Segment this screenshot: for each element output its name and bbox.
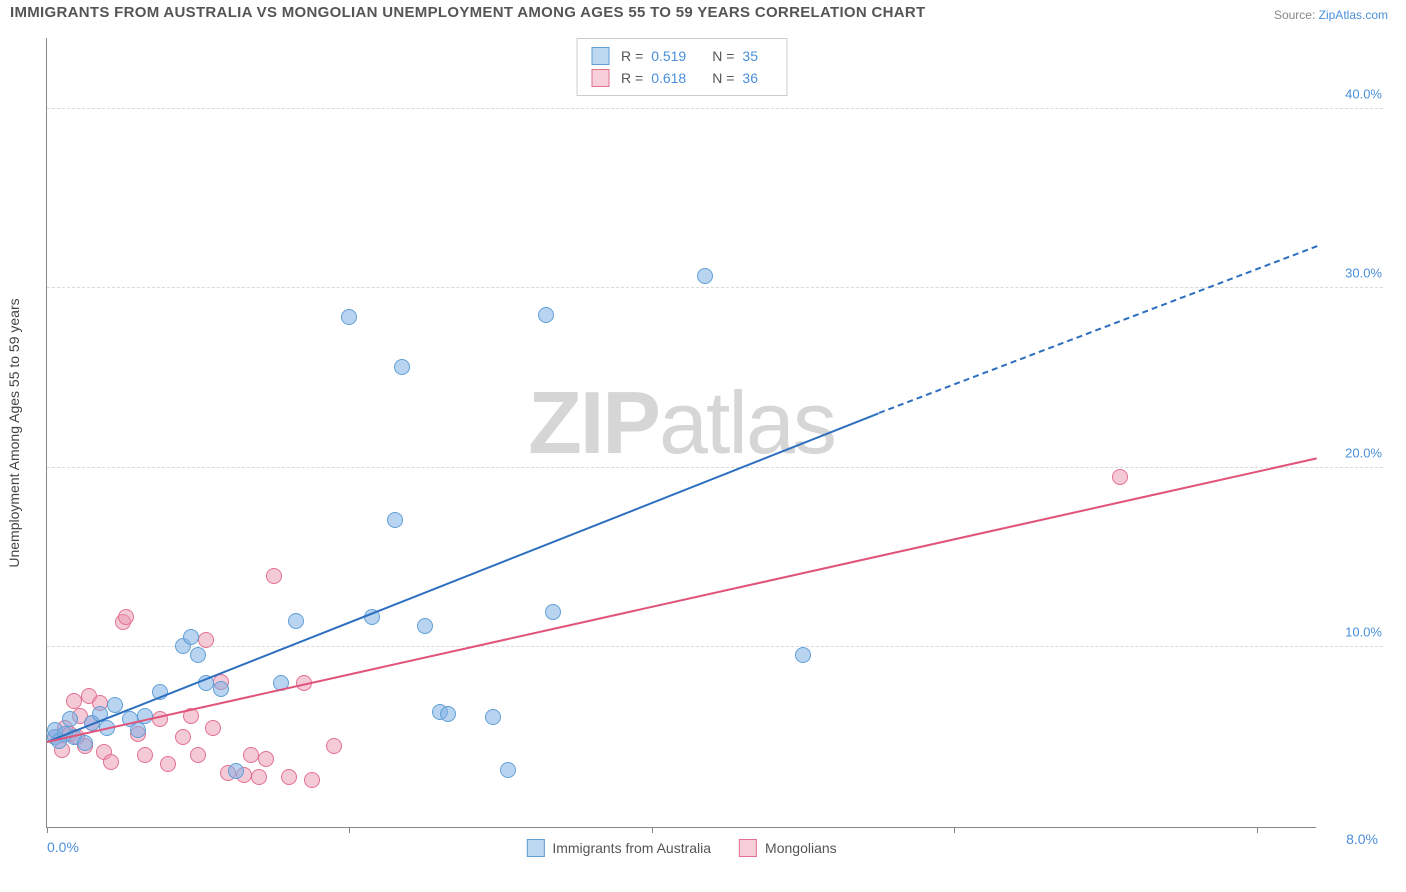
scatter-point-australia — [485, 709, 501, 725]
scatter-point-mongolians — [258, 751, 274, 767]
scatter-plot: ZIPatlas R =0.519N =35R =0.618N =36 Immi… — [46, 38, 1316, 828]
scatter-point-australia — [213, 681, 229, 697]
legend-swatch — [526, 839, 544, 857]
scatter-point-mongolians — [198, 632, 214, 648]
watermark: ZIPatlas — [528, 371, 835, 473]
scatter-point-australia — [341, 309, 357, 325]
legend-label: Immigrants from Australia — [552, 840, 711, 856]
legend-item-australia: Immigrants from Australia — [526, 839, 711, 857]
n-value: 36 — [742, 67, 758, 89]
gridline — [47, 108, 1383, 109]
scatter-point-australia — [77, 735, 93, 751]
scatter-point-mongolians — [205, 720, 221, 736]
scatter-point-mongolians — [304, 772, 320, 788]
scatter-point-mongolians — [103, 754, 119, 770]
scatter-point-mongolians — [118, 609, 134, 625]
n-label: N = — [712, 67, 734, 89]
source-attribution: Source: ZipAtlas.com — [1274, 8, 1388, 22]
scatter-point-australia — [795, 647, 811, 663]
chart-area: Unemployment Among Ages 55 to 59 years Z… — [46, 38, 1386, 828]
source-link[interactable]: ZipAtlas.com — [1319, 8, 1388, 22]
scatter-point-australia — [545, 604, 561, 620]
y-tick-label: 40.0% — [1345, 86, 1382, 101]
r-label: R = — [621, 45, 643, 67]
x-tick-label: 0.0% — [47, 839, 79, 855]
legend-row-mongolians: R = 0.618 N = 36 — [591, 67, 772, 89]
y-tick-label: 20.0% — [1345, 445, 1382, 460]
scatter-point-australia — [387, 512, 403, 528]
scatter-point-mongolians — [137, 747, 153, 763]
y-axis-title: Unemployment Among Ages 55 to 59 years — [6, 298, 22, 567]
scatter-point-mongolians — [243, 747, 259, 763]
trend-line-dashed-australia — [878, 245, 1317, 414]
legend-swatch — [739, 839, 757, 857]
x-tick-label: 8.0% — [1346, 831, 1378, 847]
n-value: 35 — [742, 45, 758, 67]
series-legend: Immigrants from Australia Mongolians — [526, 839, 836, 857]
y-tick-label: 10.0% — [1345, 625, 1382, 640]
r-label: R = — [621, 67, 643, 89]
trend-line-australia — [47, 412, 879, 742]
trend-line-mongolians — [47, 457, 1317, 743]
y-tick-label: 30.0% — [1345, 266, 1382, 281]
x-tick — [1257, 827, 1258, 833]
scatter-point-australia — [228, 763, 244, 779]
scatter-point-australia — [697, 268, 713, 284]
scatter-point-mongolians — [190, 747, 206, 763]
source-label: Source: — [1274, 8, 1319, 22]
scatter-point-australia — [183, 629, 199, 645]
r-value: 0.618 — [651, 67, 686, 89]
scatter-point-australia — [417, 618, 433, 634]
scatter-point-australia — [394, 359, 410, 375]
watermark-text-b: atlas — [659, 372, 835, 471]
scatter-point-australia — [500, 762, 516, 778]
scatter-point-australia — [440, 706, 456, 722]
n-label: N = — [712, 45, 734, 67]
scatter-point-australia — [190, 647, 206, 663]
x-tick — [652, 827, 653, 833]
scatter-point-australia — [288, 613, 304, 629]
legend-swatch — [591, 69, 609, 87]
scatter-point-mongolians — [266, 568, 282, 584]
legend-swatch — [591, 47, 609, 65]
correlation-legend: R = 0.519 N = 35 R = 0.618 N = 36 — [576, 38, 787, 96]
scatter-point-mongolians — [1112, 469, 1128, 485]
scatter-point-australia — [62, 711, 78, 727]
x-tick — [954, 827, 955, 833]
r-value: 0.519 — [651, 45, 686, 67]
scatter-point-mongolians — [251, 769, 267, 785]
scatter-point-australia — [538, 307, 554, 323]
scatter-point-mongolians — [175, 729, 191, 745]
scatter-point-mongolians — [160, 756, 176, 772]
legend-row-australia: R = 0.519 N = 35 — [591, 45, 772, 67]
legend-label: Mongolians — [765, 840, 837, 856]
chart-title: IMMIGRANTS FROM AUSTRALIA VS MONGOLIAN U… — [10, 4, 925, 21]
legend-item-mongolians: Mongolians — [739, 839, 837, 857]
scatter-point-australia — [130, 722, 146, 738]
watermark-text-a: ZIP — [528, 372, 659, 471]
scatter-point-mongolians — [281, 769, 297, 785]
x-tick — [47, 827, 48, 833]
gridline — [47, 467, 1383, 468]
gridline — [47, 287, 1383, 288]
x-tick — [349, 827, 350, 833]
scatter-point-mongolians — [326, 738, 342, 754]
gridline — [47, 646, 1383, 647]
